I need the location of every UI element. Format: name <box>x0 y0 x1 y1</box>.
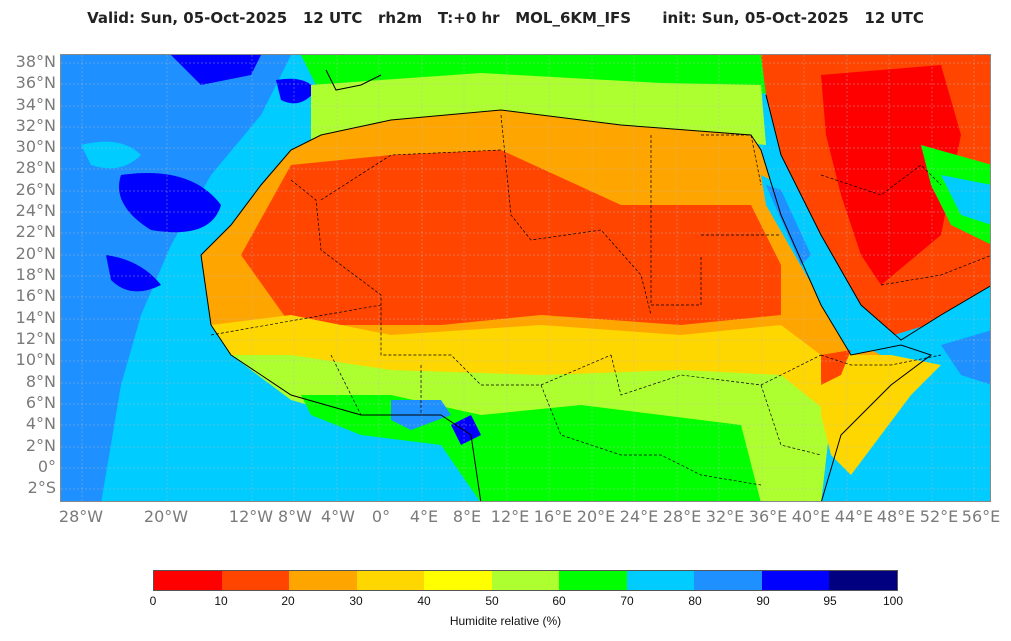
lon-label: 36°E <box>748 507 788 526</box>
niger-delta-patch <box>451 415 481 445</box>
lat-label: 22°N <box>15 222 56 241</box>
lat-label: 12°N <box>15 329 56 348</box>
legend-swatch <box>761 571 830 590</box>
lon-label: 40°E <box>791 507 831 526</box>
lon-label: 4°E <box>409 507 439 526</box>
lon-label: 12°E <box>490 507 530 526</box>
horn-of-africa <box>821 355 941 475</box>
lat-label: 26°N <box>15 180 56 199</box>
legend-swatch <box>694 571 762 590</box>
legend-tick: 50 <box>485 594 499 608</box>
lat-label: 18°N <box>15 265 56 284</box>
lat-label: 2°N <box>25 436 56 455</box>
lat-label: 16°N <box>15 286 56 305</box>
legend-swatch <box>221 571 290 590</box>
lon-label: 56°E <box>961 507 1001 526</box>
color-legend <box>153 570 898 591</box>
lat-label: 38°N <box>15 52 56 71</box>
iberia-coast-patch <box>276 78 316 104</box>
cape-verde-patch <box>106 255 161 292</box>
lon-label: 8°W <box>278 507 312 526</box>
lon-label: 20°W <box>143 507 189 526</box>
legend-swatch <box>626 571 695 590</box>
legend-swatch <box>289 571 357 590</box>
atlantic-patch <box>81 141 141 169</box>
lat-label: 6°N <box>25 393 56 412</box>
legend-swatch <box>829 571 898 590</box>
humidity-map <box>60 54 991 502</box>
lat-label: 28°N <box>15 158 56 177</box>
lat-label: 4°N <box>25 414 56 433</box>
horn-dry-patch <box>821 350 851 385</box>
lat-label: 24°N <box>15 201 56 220</box>
lon-label: 48°E <box>876 507 916 526</box>
lon-label: 8°E <box>452 507 482 526</box>
lat-label: 10°N <box>15 350 56 369</box>
graticule <box>61 55 990 501</box>
legend-swatch <box>559 571 627 590</box>
lon-label: 28°E <box>662 507 702 526</box>
legend-tick: 70 <box>620 594 634 608</box>
red-sea-humid <box>766 185 811 265</box>
atlantic-north-patch <box>171 55 261 85</box>
lon-label: 16°E <box>533 507 573 526</box>
arabia-very-dry <box>821 65 961 285</box>
arabian-sea-humid <box>941 330 990 385</box>
legend-tick: 95 <box>823 594 837 608</box>
lon-label: 32°E <box>705 507 745 526</box>
lon-label: 24°E <box>619 507 659 526</box>
lat-label: 34°N <box>15 95 56 114</box>
lon-label: 20°E <box>576 507 616 526</box>
legend-tick: 60 <box>552 594 566 608</box>
lat-label: 20°N <box>15 244 56 263</box>
lat-label: 36°N <box>15 73 56 92</box>
lat-label: 30°N <box>15 137 56 156</box>
lat-label: 0° <box>37 457 56 476</box>
lat-label: 32°N <box>15 116 56 135</box>
legend-swatch <box>356 571 425 590</box>
lon-label: 44°E <box>834 507 874 526</box>
sahara-very-dry <box>241 150 781 325</box>
legend-tick: 40 <box>417 594 431 608</box>
lon-label: 4°W <box>321 507 355 526</box>
lat-label: 8°N <box>25 372 56 391</box>
legend-tick: 100 <box>882 594 904 608</box>
lon-label: 28°W <box>58 507 104 526</box>
legend-title: Humidite relative (%) <box>449 614 562 628</box>
atlantic-very-humid <box>119 173 221 233</box>
country-borders <box>210 114 990 486</box>
coastlines <box>200 69 990 501</box>
legend-swatch <box>424 571 492 590</box>
legend-tick: 90 <box>756 594 770 608</box>
legend-tick: 30 <box>349 594 363 608</box>
lon-label: 52°E <box>919 507 959 526</box>
lon-label: 0° <box>371 507 391 526</box>
legend-tick: 80 <box>688 594 702 608</box>
lat-label: 2°S <box>27 478 56 497</box>
lon-label: 12°W <box>228 507 274 526</box>
map-title: Valid: Sun, 05-Oct-2025 12 UTC rh2m T:+0… <box>87 9 924 27</box>
humidity-map-canvas <box>61 55 990 501</box>
legend-swatch <box>491 571 560 590</box>
legend-tick: 10 <box>214 594 228 608</box>
lat-label: 14°N <box>15 308 56 327</box>
legend-swatch <box>154 571 222 590</box>
legend-tick: 0 <box>149 594 157 608</box>
legend-tick: 20 <box>281 594 295 608</box>
